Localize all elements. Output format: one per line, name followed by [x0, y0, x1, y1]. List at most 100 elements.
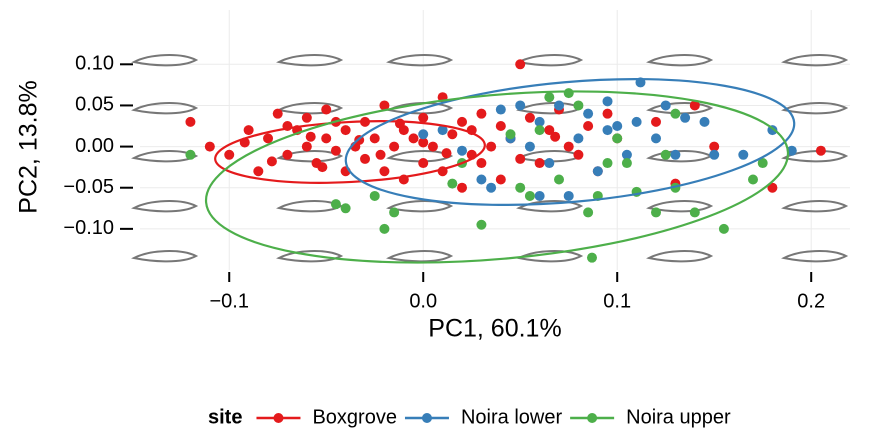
morphospace-shape: [386, 200, 454, 213]
point: [660, 100, 671, 111]
morphospace-shape: [516, 102, 584, 115]
point: [699, 116, 710, 127]
point: [340, 203, 351, 214]
point: [457, 145, 468, 156]
point: [321, 133, 332, 144]
point: [815, 145, 826, 156]
x-axis-title: PC1, 60.1%: [428, 315, 561, 343]
point: [185, 116, 196, 127]
morphospace-shape: [781, 102, 849, 115]
point: [476, 158, 487, 169]
morphospace-shape: [781, 200, 849, 213]
point: [389, 207, 400, 218]
point: [602, 125, 613, 136]
point: [680, 112, 691, 123]
ellipse: [214, 120, 486, 184]
point: [427, 141, 438, 152]
point: [317, 162, 328, 173]
point: [224, 149, 235, 160]
point: [709, 141, 720, 152]
y-tick-label: 0.00: [75, 135, 114, 157]
point: [583, 108, 594, 119]
point: [301, 112, 312, 123]
morphospace-shape: [781, 150, 849, 163]
legend-dot: [273, 413, 284, 423]
point: [418, 129, 429, 140]
point: [418, 137, 429, 148]
point: [583, 121, 594, 132]
point: [767, 182, 778, 193]
point: [757, 158, 768, 169]
point: [573, 149, 584, 160]
point: [586, 252, 597, 263]
point: [369, 190, 380, 201]
point: [544, 92, 555, 103]
point: [515, 153, 526, 164]
point: [602, 108, 613, 119]
y-tick-label: −0.05: [63, 176, 114, 198]
point: [441, 148, 452, 159]
point: [550, 131, 561, 142]
point: [718, 223, 729, 234]
point: [524, 190, 535, 201]
morphospace-shape: [781, 54, 849, 67]
point: [651, 207, 662, 218]
morphospace-shape: [276, 150, 344, 163]
morphospace-shape: [276, 200, 344, 213]
point: [495, 174, 506, 185]
point: [534, 158, 545, 169]
point: [379, 223, 390, 234]
point: [515, 182, 526, 193]
point: [563, 141, 574, 152]
point: [457, 182, 468, 193]
point: [505, 129, 516, 140]
point: [515, 100, 526, 111]
morphospace-shape: [386, 54, 454, 67]
legend-dot: [587, 413, 598, 423]
point: [621, 158, 632, 169]
legend-label: Noira upper: [626, 406, 731, 428]
point: [563, 190, 574, 201]
point: [457, 116, 468, 127]
morphospace-shape: [276, 54, 344, 67]
ellipse: [204, 90, 790, 264]
point: [185, 149, 196, 160]
morphospace-shape: [646, 54, 714, 67]
morphospace-shape: [516, 54, 584, 67]
ellipse: [344, 77, 796, 207]
morphospace-shape: [131, 250, 199, 263]
morphospace-shape: [276, 102, 344, 115]
point: [495, 121, 506, 132]
point: [534, 190, 545, 201]
point: [651, 133, 662, 144]
morphospace-shape: [646, 200, 714, 213]
point: [486, 141, 497, 152]
point: [243, 125, 254, 136]
point: [389, 141, 400, 152]
ellipses: [204, 77, 796, 264]
point: [476, 108, 487, 119]
point: [418, 158, 429, 169]
morphospace-shape: [131, 200, 199, 213]
point: [621, 149, 632, 160]
legend-title: site: [208, 406, 242, 428]
point: [495, 104, 506, 115]
point: [437, 125, 448, 136]
point: [263, 133, 274, 144]
point: [272, 108, 283, 119]
x-tick-label: 0.0: [409, 290, 437, 312]
y-tick-label: −0.10: [63, 217, 114, 239]
point: [602, 158, 613, 169]
point: [321, 104, 332, 115]
point: [394, 118, 405, 129]
point: [524, 141, 535, 152]
point: [534, 116, 545, 127]
legend: site Boxgrove Noira lower Noira upper: [208, 406, 731, 428]
point: [748, 174, 759, 185]
morphospace-shape: [646, 250, 714, 263]
point: [534, 125, 545, 136]
point: [670, 149, 681, 160]
morphospace-shape: [386, 150, 454, 163]
x-tick-label: 0.1: [603, 290, 631, 312]
